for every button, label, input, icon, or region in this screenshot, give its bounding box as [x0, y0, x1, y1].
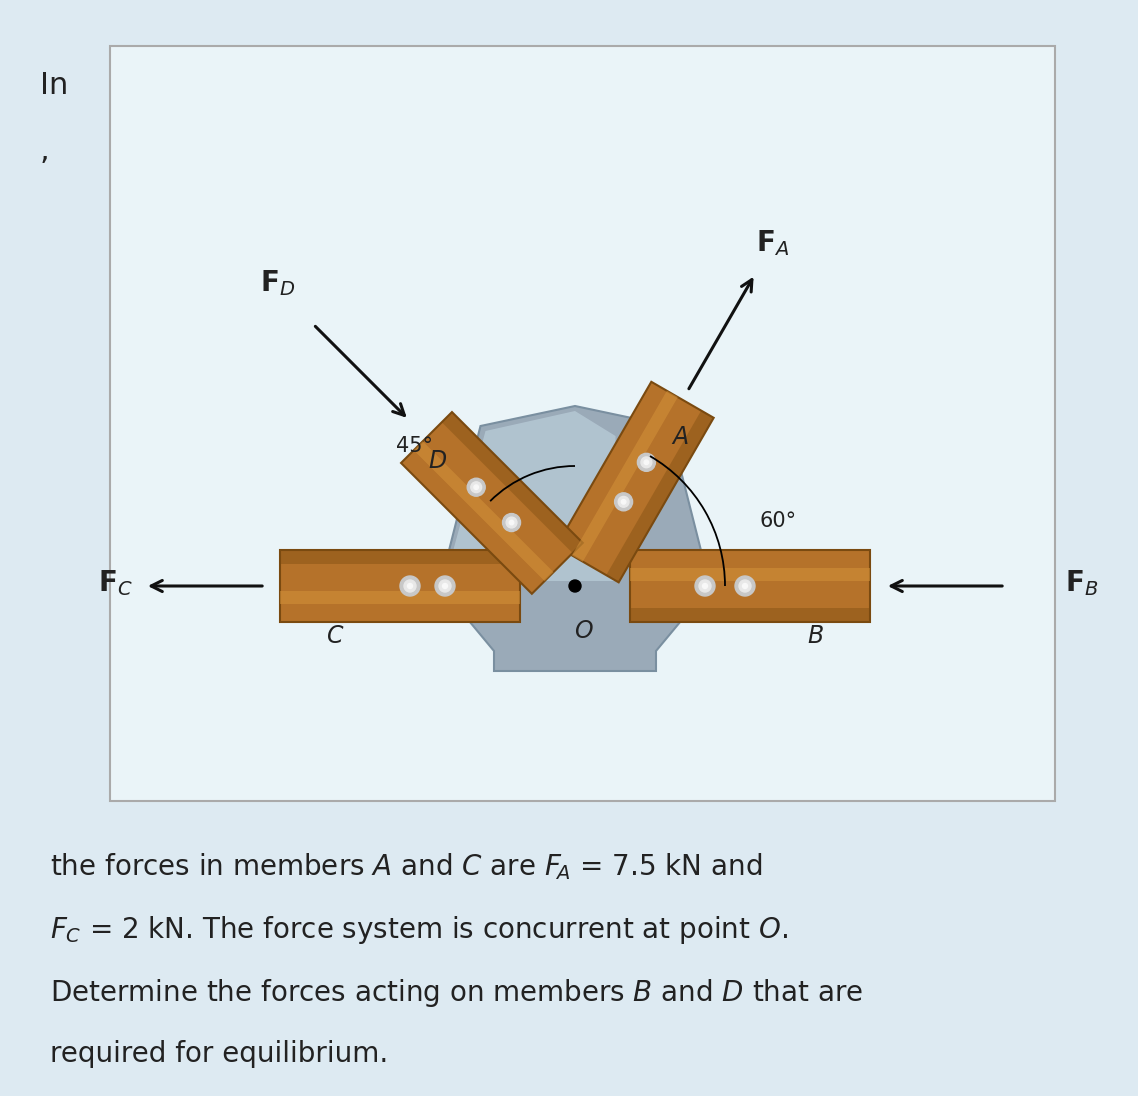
Text: B: B — [807, 624, 823, 648]
Circle shape — [503, 514, 520, 532]
Text: In: In — [40, 71, 68, 100]
Circle shape — [735, 576, 754, 596]
Polygon shape — [630, 568, 869, 581]
Polygon shape — [607, 411, 714, 582]
Circle shape — [471, 482, 481, 492]
Polygon shape — [556, 381, 714, 582]
Polygon shape — [630, 607, 869, 623]
Polygon shape — [280, 550, 520, 564]
Circle shape — [473, 484, 478, 490]
Circle shape — [506, 517, 517, 528]
Text: required for equilibrium.: required for equilibrium. — [50, 1040, 388, 1068]
Polygon shape — [442, 412, 583, 553]
Text: $\mathbf{F}_C$: $\mathbf{F}_C$ — [98, 568, 133, 598]
Polygon shape — [401, 412, 583, 594]
Bar — [110, 46, 1055, 801]
Text: $\mathbf{F}_A$: $\mathbf{F}_A$ — [756, 228, 789, 259]
Circle shape — [702, 583, 708, 589]
Text: D: D — [428, 449, 446, 473]
Polygon shape — [630, 550, 869, 623]
Polygon shape — [445, 411, 616, 581]
Circle shape — [742, 583, 748, 589]
Text: O: O — [574, 619, 592, 643]
Text: C: C — [327, 624, 344, 648]
Circle shape — [439, 580, 451, 592]
Circle shape — [618, 496, 629, 507]
Circle shape — [644, 460, 649, 465]
Circle shape — [621, 500, 626, 504]
Circle shape — [407, 583, 412, 589]
Text: A: A — [673, 425, 688, 448]
Circle shape — [739, 580, 751, 592]
Text: 45°: 45° — [396, 436, 434, 456]
Text: Determine the forces acting on members $\it{B}$ and $\it{D}$ that are: Determine the forces acting on members $… — [50, 977, 863, 1009]
Polygon shape — [572, 391, 678, 561]
Circle shape — [399, 576, 420, 596]
Text: $\mathbf{F}_B$: $\mathbf{F}_B$ — [1065, 568, 1098, 598]
Circle shape — [695, 576, 715, 596]
Polygon shape — [414, 442, 553, 581]
Circle shape — [510, 521, 513, 525]
Text: the forces in members $\it{A}$ and $\it{C}$ are $\it{F}_{\!\it{A}}$ = 7.5 kN and: the forces in members $\it{A}$ and $\it{… — [50, 850, 762, 882]
Text: $\it{F_{C}}$ = 2 kN. The force system is concurrent at point $\it{O}$.: $\it{F_{C}}$ = 2 kN. The force system is… — [50, 914, 787, 946]
Circle shape — [404, 580, 417, 592]
Text: $\mathbf{F}_D$: $\mathbf{F}_D$ — [259, 269, 295, 298]
Polygon shape — [440, 406, 710, 671]
Text: ,: , — [40, 136, 50, 165]
Circle shape — [637, 454, 655, 471]
Circle shape — [435, 576, 455, 596]
Circle shape — [641, 457, 652, 468]
Text: 60°: 60° — [760, 511, 797, 530]
Circle shape — [615, 493, 633, 511]
Circle shape — [443, 583, 447, 589]
Polygon shape — [280, 592, 520, 604]
Polygon shape — [280, 550, 520, 623]
Circle shape — [699, 580, 711, 592]
Circle shape — [569, 580, 582, 592]
Circle shape — [468, 478, 485, 496]
